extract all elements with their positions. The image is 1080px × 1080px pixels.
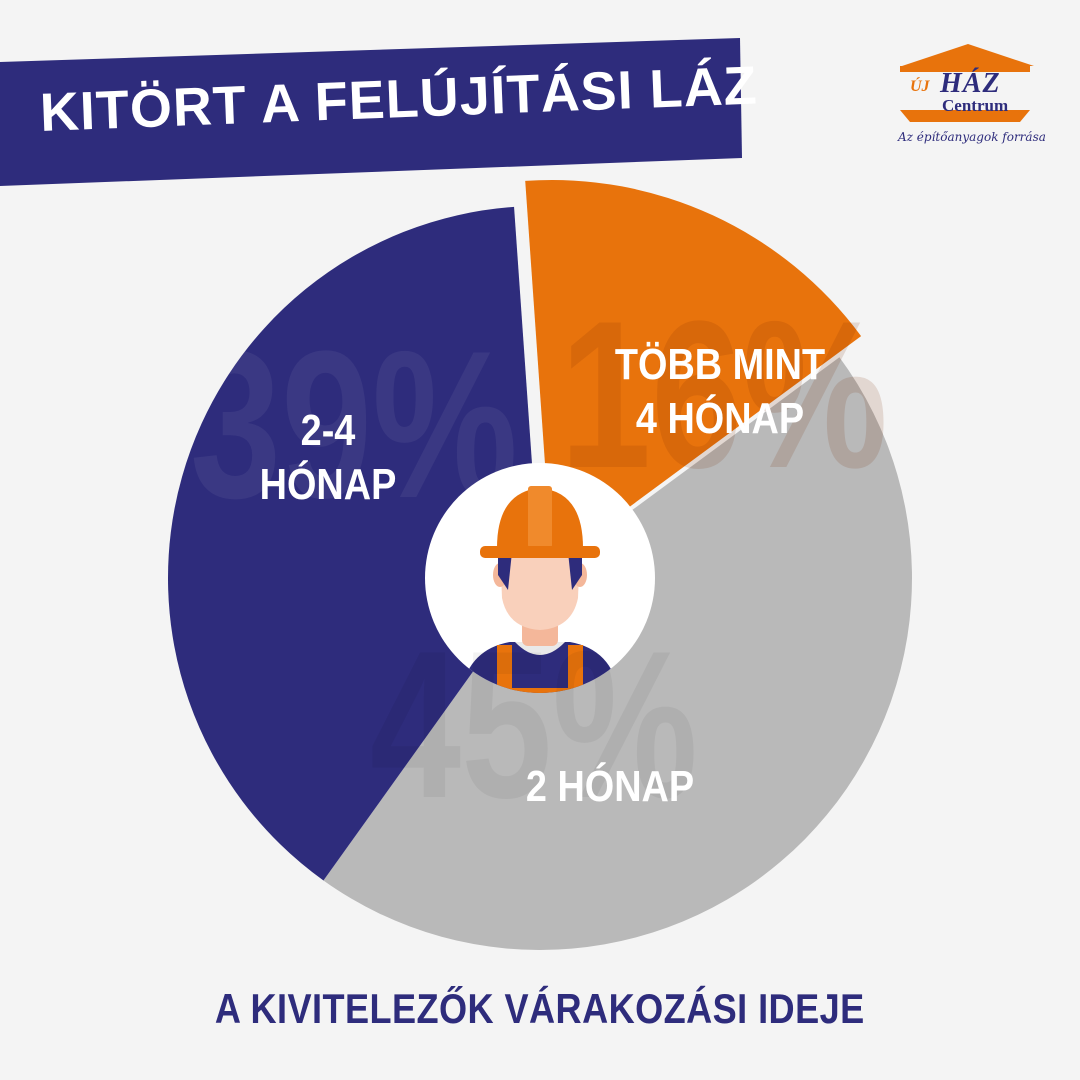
chart-caption: A KIVITELEZŐK VÁRAKOZÁSI IDEJE [0, 985, 1080, 1033]
company-logo: ÚJ HÁZ Centrum Az építőanyagok forrása [880, 40, 1050, 150]
slice-label-line: 2-4 [300, 406, 356, 455]
construction-worker-icon [460, 486, 620, 693]
pie-slice-tobb-mint-4-honap [525, 180, 862, 564]
logo-uj-text: ÚJ [910, 78, 930, 95]
slice-label-tobb-mint-4-honap: TÖBB MINT 4 HÓNAP [608, 338, 832, 446]
roof-icon [900, 44, 1034, 122]
watermark-value-2-honap: 45% [370, 607, 698, 842]
slice-label-line: TÖBB MINT [614, 340, 826, 389]
logo-tagline: Az építőanyagok forrása [898, 130, 1046, 144]
slice-label-line: HÓNAP [259, 460, 397, 509]
slice-label-line: 4 HÓNAP [635, 394, 805, 443]
pie-slice-2-4-honap [167, 206, 540, 881]
watermark-value-tobb-mint-4: 16% [560, 277, 888, 512]
logo-centrum-text: Centrum [942, 96, 1009, 115]
chart-caption-text: A KIVITELEZŐK VÁRAKOZÁSI IDEJE [215, 985, 865, 1032]
title-banner [0, 38, 742, 186]
slice-label-2-honap: 2 HÓNAP [525, 762, 695, 811]
watermark-value-2-4-honap: 39% [190, 307, 518, 542]
slice-label-2-4-honap: 2-4 HÓNAP [242, 404, 414, 512]
logo-haz-text: HÁZ [940, 68, 1001, 99]
